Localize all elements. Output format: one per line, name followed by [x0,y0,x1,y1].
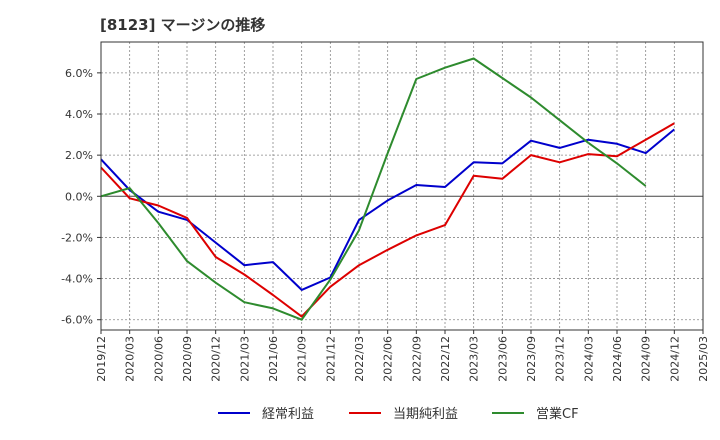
series-line-3 [100,57,647,321]
y-tick-label: 4.0% [65,108,93,121]
series-lines [100,57,675,321]
x-tick-label: 2022/03 [353,336,366,382]
x-tick-label: 2023/06 [496,336,509,382]
x-tick-label: 2020/12 [210,336,223,382]
x-axis-ticks: 2019/12 2020/03 2020/06 2020/09 2020/12 2021/… [95,330,710,382]
x-tick-label: 2021/03 [238,336,251,382]
x-tick-label: 2021/12 [324,336,337,382]
y-tick-label: -2.0% [61,231,93,244]
y-tick-label: 6.0% [65,67,93,80]
y-tick-label: -4.0% [61,273,93,286]
x-tick-label: 2025/03 [697,336,710,382]
legend-label-2: 当期純利益 [393,407,458,422]
y-tick-label: 0.0% [65,190,93,203]
plot-border [100,41,704,331]
x-tick-label: 2024/12 [668,336,681,382]
x-tick-label: 2023/03 [468,336,481,382]
y-axis-ticks: -6.0% -4.0% -2.0% 0.0% 2.0% 4.0% 6.0% [61,67,101,327]
series-line-1 [100,128,675,291]
x-tick-label: 2023/09 [525,336,538,382]
legend-label-3: 営業CF [536,406,579,422]
x-tick-label: 2019/12 [95,336,108,382]
x-tick-label: 2020/06 [152,336,165,382]
x-tick-label: 2020/09 [181,336,194,382]
x-tick-label: 2024/03 [582,336,595,382]
legend-label-1: 経常利益 [262,407,314,422]
x-tick-label: 2022/06 [382,336,395,382]
legend: 経常利益 当期純利益 営業CF [218,406,579,422]
y-tick-label: -6.0% [61,314,93,327]
grid-lines [101,42,703,330]
x-tick-label: 2021/06 [267,336,280,382]
x-tick-label: 2022/09 [410,336,423,382]
x-tick-label: 2020/03 [124,336,137,382]
x-tick-label: 2024/09 [640,336,653,382]
x-tick-label: 2022/12 [439,336,452,382]
x-tick-label: 2023/12 [554,336,567,382]
y-tick-label: 2.0% [65,149,93,162]
x-tick-label: 2024/06 [611,336,624,382]
x-tick-label: 2021/09 [296,336,309,382]
chart-title: [8123] マージンの推移 [100,16,266,34]
series-line-2 [100,122,675,318]
